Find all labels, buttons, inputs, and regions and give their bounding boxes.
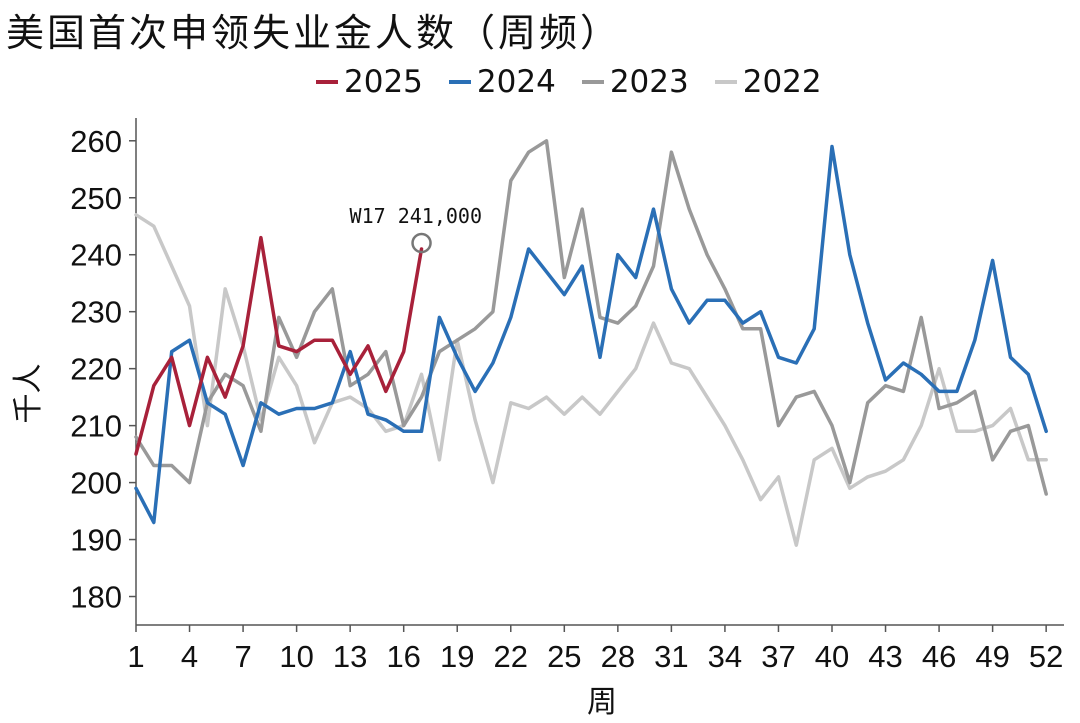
legend-swatch [714,80,737,84]
y-tick-label: 240 [70,238,122,273]
legend: 2025 2024 2023 2022 [316,64,822,100]
y-tick-label: 250 [70,181,122,216]
y-tick-label: 210 [70,409,122,444]
series-line-2024 [134,144,1048,525]
x-tick-label: 13 [333,639,367,674]
series-line-2022 [134,213,1048,547]
annotation-marker [411,232,432,254]
x-tick-label: 37 [761,639,795,674]
x-tick-label: 52 [1029,639,1063,674]
x-tick-label: 4 [181,639,198,674]
x-tick-label: 28 [601,639,635,674]
series-line-2023 [134,139,1048,496]
legend-label: 2025 [344,64,423,100]
y-tick-label: 180 [70,580,122,615]
x-tick-label: 34 [708,639,742,674]
y-tick-label: 260 [70,124,122,159]
y-tick-label: 220 [70,352,122,387]
legend-label: 2023 [609,64,689,100]
x-tick-label: 10 [279,639,313,674]
y-tick-label: 230 [70,295,122,330]
x-tick-label: 40 [815,639,849,674]
legend-label: 2024 [476,64,556,100]
x-tick-label: 22 [494,639,528,674]
x-axis-label: 周 [587,685,617,720]
annotation-label: W17 241,000 [350,204,482,228]
series-line-2025 [134,235,424,456]
x-tick-label: 46 [922,639,956,674]
y-tick-label: 200 [70,466,122,501]
x-tick-label: 31 [654,639,688,674]
x-tick-label: 7 [234,639,251,674]
x-tick-label: 25 [547,639,581,674]
legend-label: 2022 [742,64,822,100]
y-tick-label: 190 [70,523,122,558]
x-tick-label: 49 [975,639,1009,674]
legend-item-2024: 2024 [448,64,556,100]
legend-swatch [448,80,471,84]
y-axis-label: 千人 [11,364,46,424]
x-tick-label: 43 [868,639,902,674]
legend-item-2025: 2025 [316,64,423,100]
x-tick-label: 1 [127,639,144,674]
legend-swatch [316,80,338,84]
chart-title: 美国首次申领失业金人数（周频） [6,11,622,55]
x-tick-label: 19 [440,639,474,674]
legend-item-2022: 2022 [714,64,822,100]
legend-swatch [581,80,604,84]
x-tick-label: 16 [386,639,420,674]
legend-item-2023: 2023 [581,64,689,100]
